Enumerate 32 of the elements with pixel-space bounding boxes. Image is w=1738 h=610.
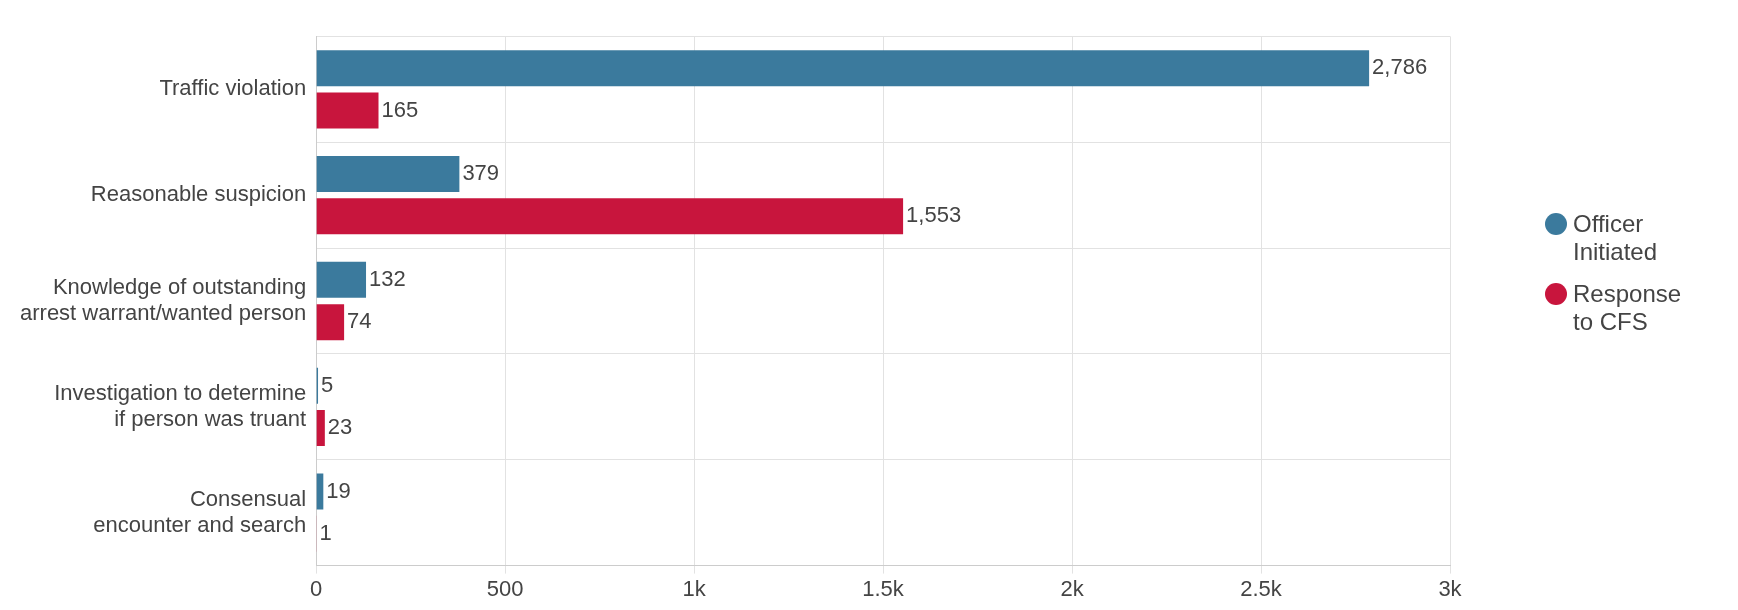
bar (316, 50, 1370, 87)
bar (316, 410, 325, 446)
x-tick-label: 500 (486, 575, 524, 601)
legend-label: Officer Initiated (1573, 210, 1659, 266)
data-label: 19 (326, 477, 351, 503)
bar (316, 92, 379, 129)
data-label: 5 (321, 371, 334, 397)
x-tick-label: 2k (1060, 575, 1085, 601)
bar (316, 198, 904, 235)
data-label: 165 (381, 96, 419, 122)
y-tick-label: Investigation to determine if person was truant (54, 379, 307, 432)
bar (316, 156, 460, 192)
legend-label: Response to CFS (1573, 280, 1683, 336)
bar (316, 473, 324, 510)
bar (316, 261, 367, 298)
data-label: 23 (327, 414, 353, 440)
x-tick-label: 1.5k (862, 575, 905, 601)
bar (316, 304, 345, 341)
y-tick-label: Consensual encounter and search (93, 485, 307, 537)
data-label: 74 (347, 308, 372, 334)
y-tick-label: Reasonable suspicion (90, 181, 307, 207)
data-label: 379 (462, 160, 500, 186)
data-label: 1,553 (906, 202, 962, 228)
y-tick-label: Traffic violation (159, 75, 307, 101)
y-tick-label: Knowledge of outstanding arrest warrant/wanted person (20, 273, 307, 326)
data-label: 2,786 (1372, 54, 1428, 80)
x-tick-label: 2.5k (1240, 575, 1283, 601)
x-tick-label: 1k (682, 575, 707, 601)
data-label: 1 (319, 519, 332, 545)
data-label: 132 (369, 265, 406, 291)
x-tick-label: 0 (310, 575, 323, 601)
x-tick-label: 3k (1438, 575, 1463, 601)
